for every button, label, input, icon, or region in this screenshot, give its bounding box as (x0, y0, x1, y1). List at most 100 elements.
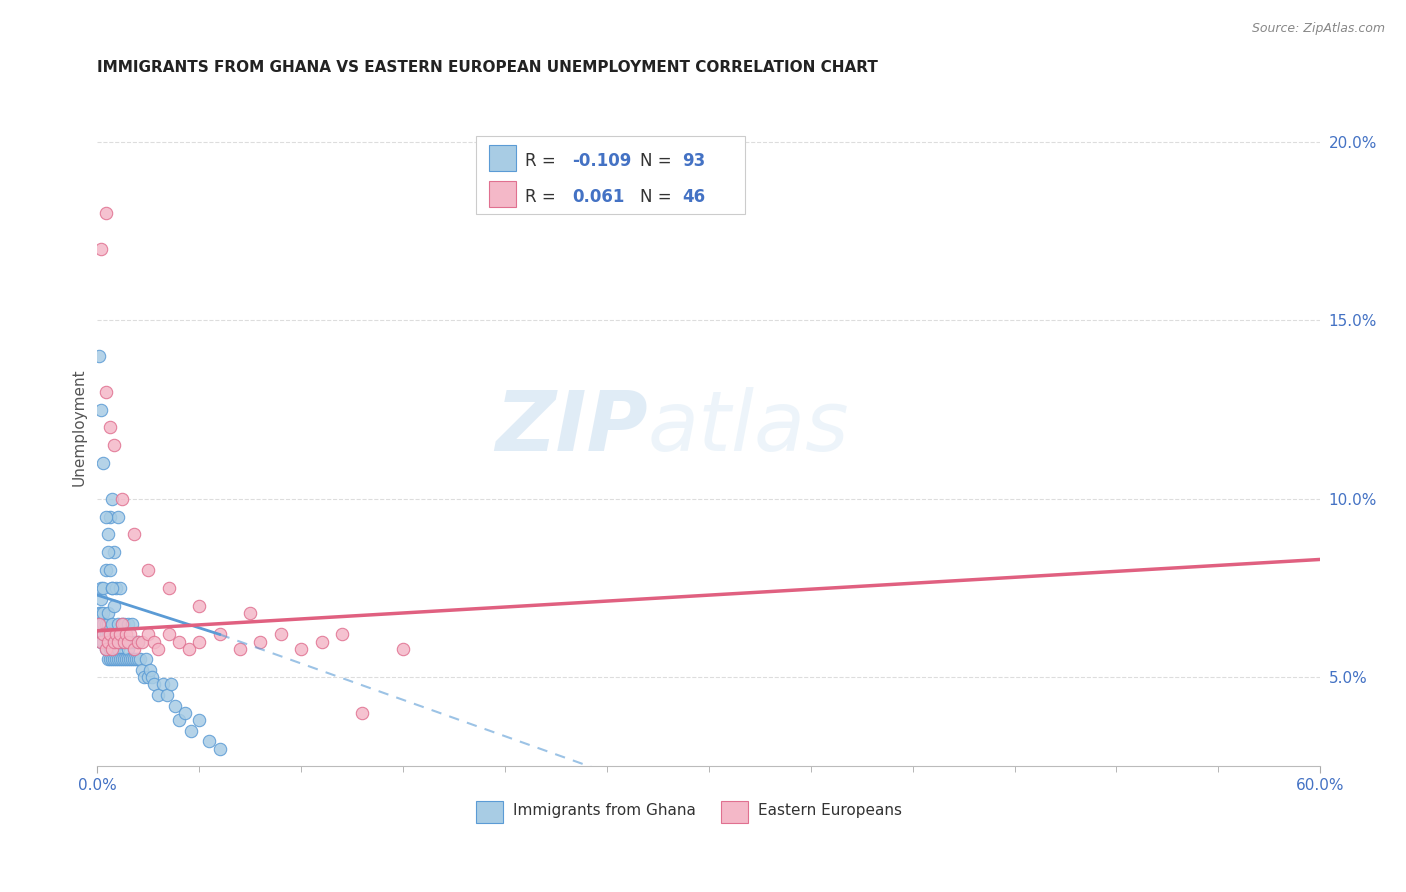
Point (100, 581, 122, 595)
Point (290, 641, 312, 656)
Point (352, 706, 374, 720)
Point (143, 677, 166, 691)
Point (98, 509, 121, 524)
FancyBboxPatch shape (489, 181, 516, 207)
Point (94, 627, 117, 641)
Point (159, 677, 181, 691)
Point (96, 634, 118, 648)
Point (107, 641, 129, 656)
Point (89, 616, 111, 631)
Point (103, 634, 125, 648)
Point (129, 652, 152, 666)
Text: IMMIGRANTS FROM GHANA VS EASTERN EUROPEAN UNEMPLOYMENT CORRELATION CHART: IMMIGRANTS FROM GHANA VS EASTERN EUROPEA… (97, 60, 879, 75)
Text: N =: N = (640, 152, 678, 169)
Point (89, 627, 111, 641)
Point (131, 634, 153, 648)
Point (96, 627, 118, 641)
Point (94, 641, 117, 656)
Point (107, 634, 129, 648)
Point (174, 706, 197, 720)
Y-axis label: Unemployment: Unemployment (72, 368, 86, 486)
Point (90, 606, 112, 620)
Point (96, 527, 118, 541)
Text: 93: 93 (682, 152, 706, 169)
Point (239, 606, 262, 620)
Point (134, 670, 156, 684)
Point (104, 634, 127, 648)
Point (112, 616, 135, 631)
Point (111, 634, 134, 648)
Point (157, 627, 180, 641)
Point (98, 641, 121, 656)
Point (93, 616, 115, 631)
Point (104, 627, 127, 641)
Point (100, 616, 122, 631)
Point (103, 652, 125, 666)
Point (143, 634, 166, 648)
Point (127, 634, 149, 648)
Point (180, 723, 202, 738)
Point (89, 606, 111, 620)
Point (136, 627, 159, 641)
Point (93, 581, 115, 595)
Point (121, 616, 143, 631)
Point (167, 634, 190, 648)
Point (104, 652, 127, 666)
Point (163, 698, 186, 713)
FancyBboxPatch shape (721, 801, 748, 822)
Point (148, 641, 170, 656)
Text: R =: R = (526, 152, 561, 169)
Point (122, 527, 145, 541)
Text: atlas: atlas (648, 387, 849, 468)
Text: R =: R = (526, 187, 561, 205)
Point (96, 616, 118, 631)
Point (208, 627, 231, 641)
Point (127, 652, 149, 666)
Point (100, 641, 122, 656)
Point (108, 627, 131, 641)
Point (270, 627, 292, 641)
Point (107, 616, 129, 631)
Point (96, 634, 118, 648)
Point (131, 663, 153, 677)
Point (96, 652, 118, 666)
Point (249, 634, 271, 648)
Point (107, 509, 129, 524)
Point (156, 688, 179, 702)
Point (330, 627, 353, 641)
Point (89, 616, 111, 631)
FancyBboxPatch shape (477, 136, 745, 214)
Point (121, 652, 143, 666)
Text: ZIP: ZIP (495, 387, 648, 468)
Point (117, 641, 139, 656)
Point (93, 606, 115, 620)
Point (96, 545, 118, 559)
Point (94, 206, 117, 220)
Point (108, 581, 131, 595)
Point (118, 627, 141, 641)
Point (111, 616, 134, 631)
Point (93, 627, 115, 641)
Point (139, 663, 162, 677)
Point (167, 713, 190, 727)
Point (188, 634, 211, 648)
Point (98, 627, 121, 641)
Point (90, 581, 112, 595)
Point (96, 606, 118, 620)
Point (115, 627, 138, 641)
Point (311, 634, 333, 648)
Point (90, 591, 112, 606)
Point (208, 741, 231, 756)
Point (89, 349, 111, 363)
Point (118, 634, 141, 648)
Text: 46: 46 (682, 187, 704, 205)
Point (103, 627, 125, 641)
Point (90, 402, 112, 417)
Point (90, 242, 112, 256)
Point (103, 545, 125, 559)
Text: Source: ZipAtlas.com: Source: ZipAtlas.com (1251, 22, 1385, 36)
Point (198, 734, 221, 748)
Point (392, 641, 415, 656)
Point (135, 652, 157, 666)
Point (188, 599, 211, 613)
